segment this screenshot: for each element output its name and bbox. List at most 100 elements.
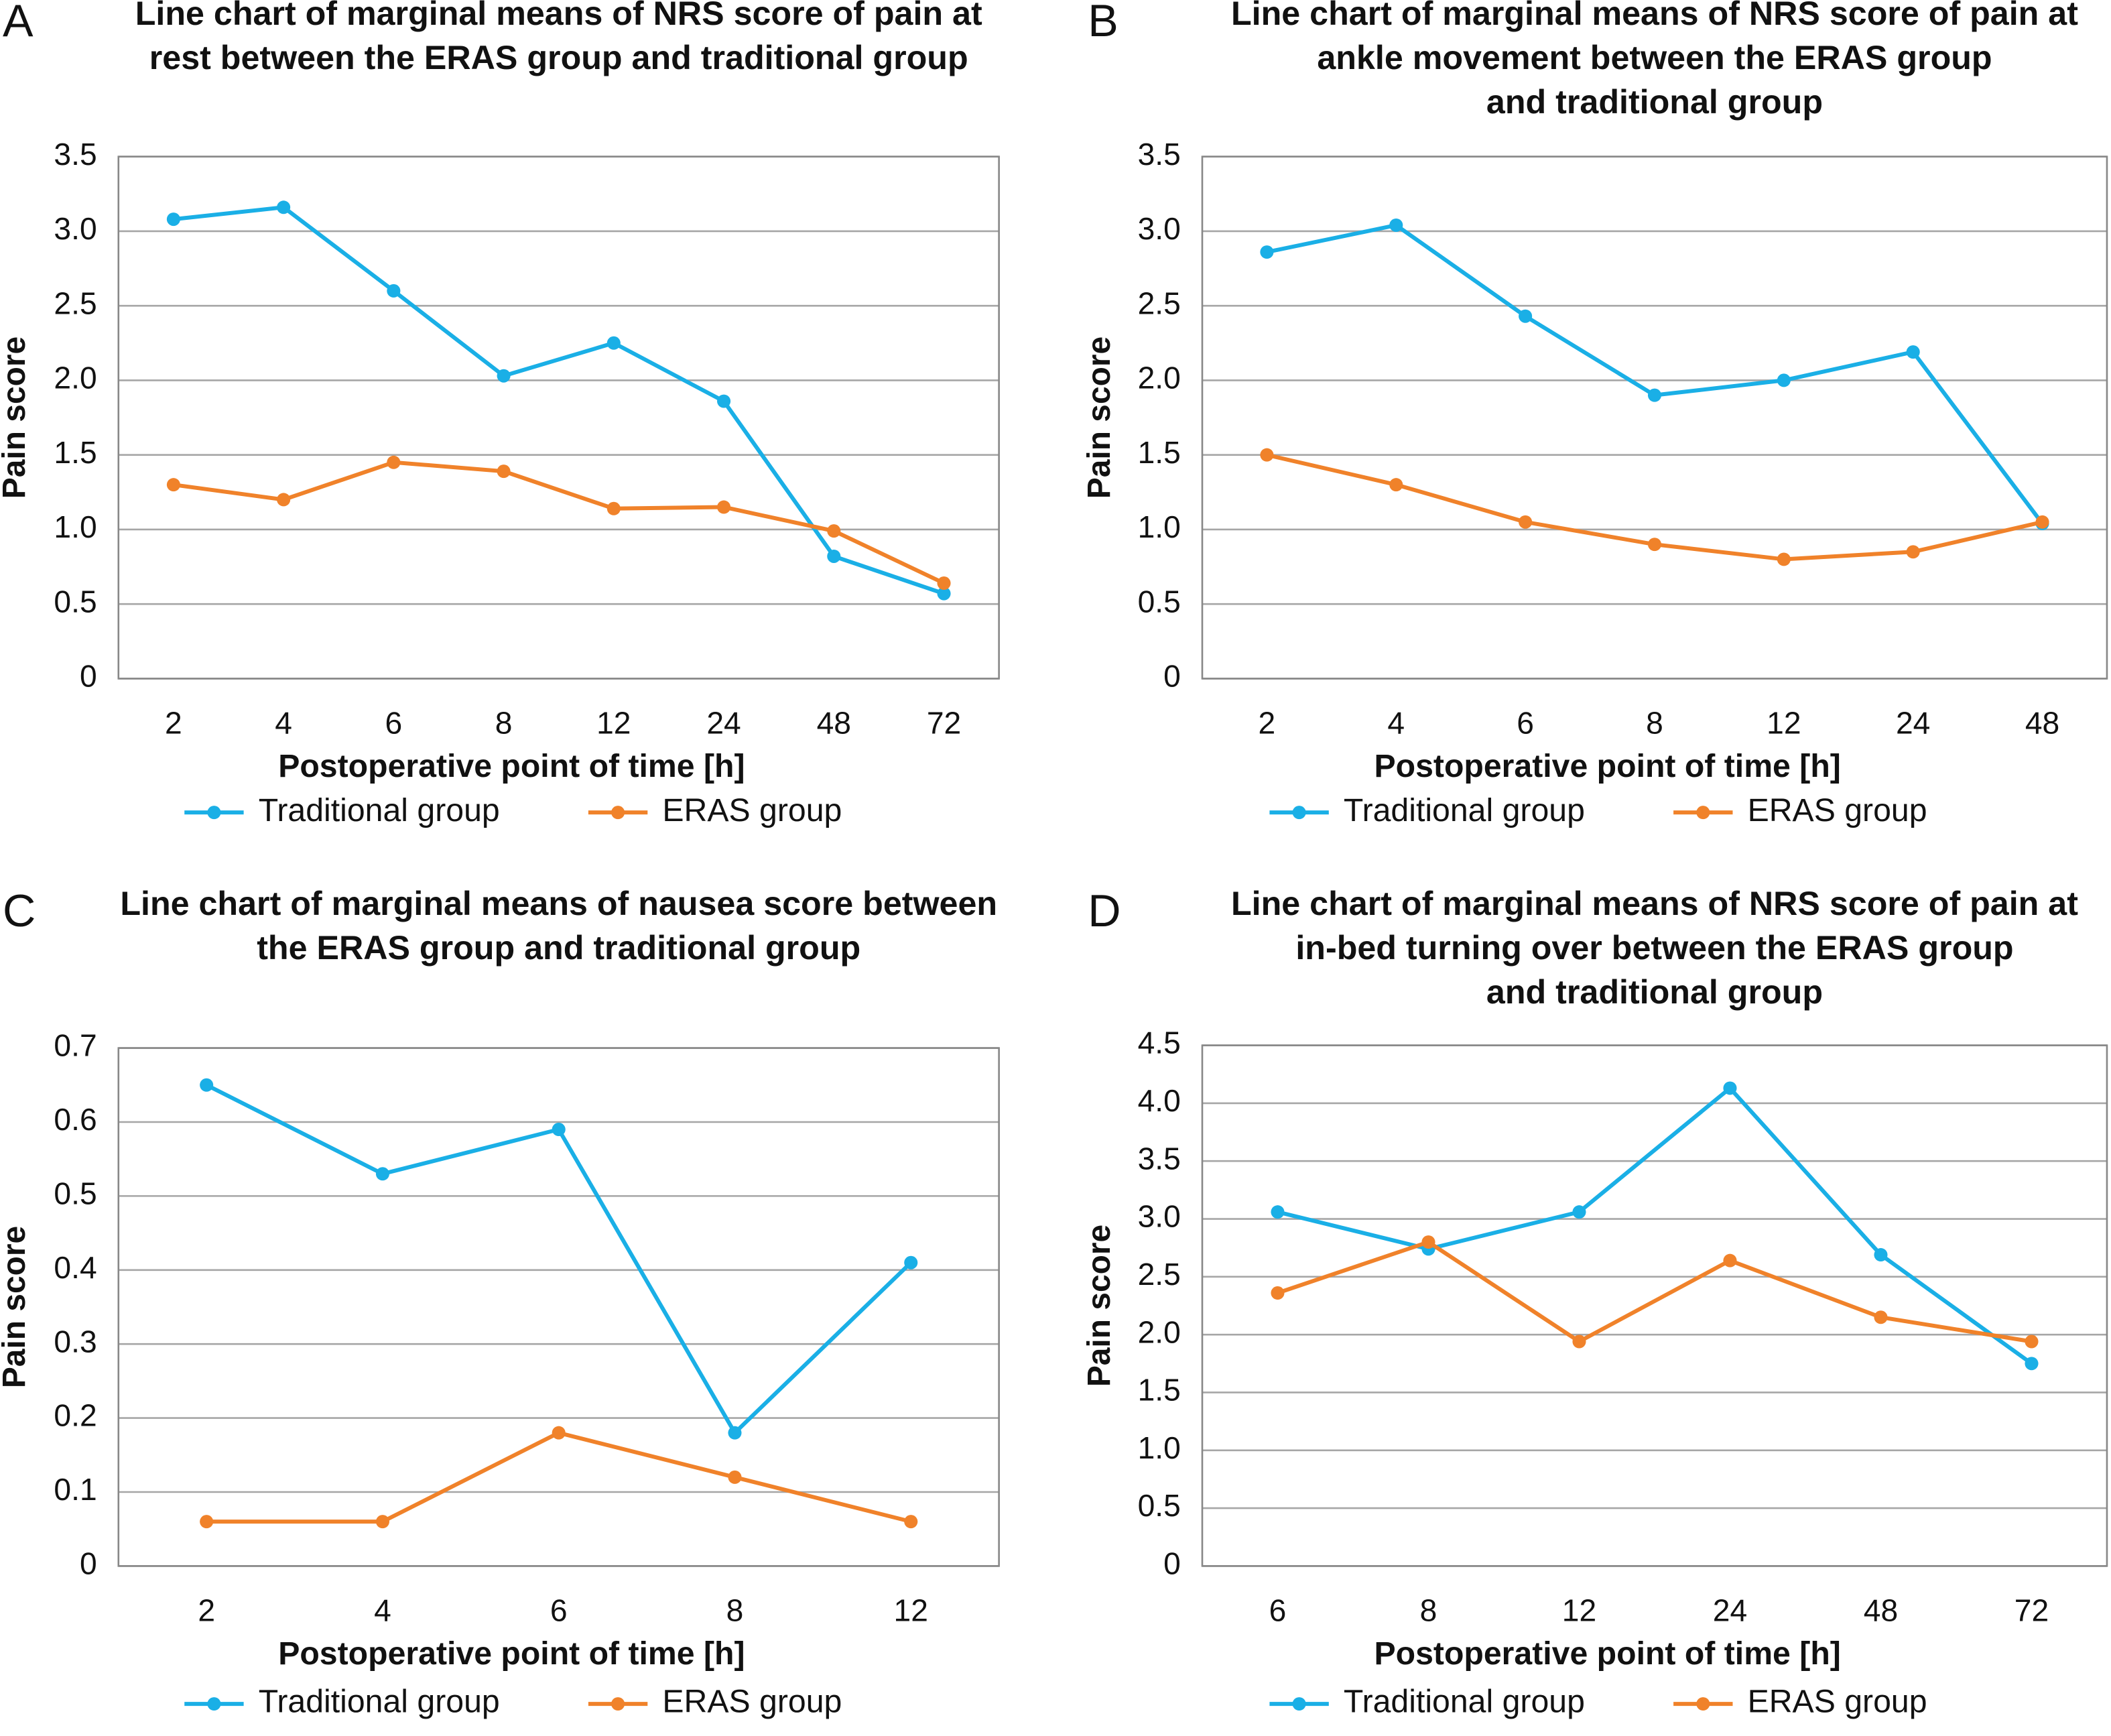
x-tick-label: 12 (596, 706, 631, 741)
panel-label: A (3, 0, 34, 46)
data-point (2035, 515, 2049, 529)
chart-title: Line chart of marginal means of NRS scor… (1231, 885, 2078, 922)
chart-title: rest between the ERAS group and traditio… (149, 39, 968, 76)
data-point (200, 1078, 214, 1092)
series-line (1277, 1085, 2033, 1365)
y-tick-label: 2.0 (1138, 361, 1181, 395)
y-tick-label: 2.0 (54, 361, 97, 395)
y-tick-label: 4.0 (1138, 1083, 1181, 1118)
x-axis-label: Postoperative point of time [h] (1374, 748, 1840, 784)
series-line (1266, 223, 2044, 525)
data-point (904, 1515, 918, 1529)
y-tick-label: 3.5 (1138, 137, 1181, 172)
y-tick-label: 0.5 (54, 584, 97, 619)
series-line (173, 460, 945, 585)
data-point (1647, 388, 1662, 402)
data-point (1389, 219, 1403, 232)
series-line (206, 1430, 911, 1524)
chart-title: the ERAS group and traditional group (257, 929, 860, 967)
x-tick-label: 48 (2025, 706, 2059, 741)
y-axis-label: Pain score (1081, 336, 1117, 499)
data-point (827, 549, 841, 563)
x-axis-label: Postoperative point of time [h] (278, 1635, 745, 1672)
x-tick-label: 72 (2014, 1593, 2049, 1628)
chart-title: and traditional group (1486, 83, 1823, 121)
chart-title: in-bed turning over between the ERAS gro… (1295, 929, 2013, 967)
y-tick-label: 0 (1163, 1546, 1181, 1581)
x-tick-label: 8 (495, 706, 513, 741)
x-tick-label: 2 (165, 706, 182, 741)
y-tick-label: 2.0 (1138, 1314, 1181, 1349)
data-point (497, 464, 511, 479)
y-tick-label: 0.3 (54, 1324, 97, 1359)
y-tick-label: 2.5 (54, 286, 97, 320)
data-point (2025, 1335, 2039, 1349)
data-point (904, 1255, 918, 1269)
chart-title: Line chart of marginal means of NRS scor… (1231, 0, 2078, 32)
y-axis-label: Pain score (0, 1226, 32, 1388)
legend-label: ERAS group (662, 792, 842, 828)
data-point (1260, 448, 1274, 462)
legend-label: ERAS group (1748, 1684, 1927, 1720)
legend-marker (207, 806, 221, 820)
series-line (173, 205, 945, 596)
y-tick-label: 2.5 (1138, 286, 1181, 320)
data-point (1389, 478, 1403, 492)
legend-marker (1696, 806, 1710, 820)
chart-title: ankle movement between the ERAS group (1317, 39, 1992, 76)
y-tick-label: 0.1 (54, 1472, 97, 1507)
series-line (205, 1083, 913, 1436)
x-tick-label: 2 (1259, 706, 1276, 741)
data-point (1906, 545, 1920, 559)
panel-label: B (1088, 0, 1118, 46)
y-tick-label: 1.0 (1138, 1430, 1181, 1465)
y-tick-label: 0.5 (1138, 584, 1181, 619)
plot-border (117, 156, 1000, 680)
data-point (1647, 538, 1662, 552)
y-tick-label: 0 (80, 659, 97, 694)
y-tick-label: 1.5 (54, 435, 97, 470)
plot-border (1201, 156, 2108, 680)
y-tick-label: 3.0 (1138, 1199, 1181, 1234)
data-point (1874, 1248, 1888, 1262)
legend-marker (207, 1697, 221, 1711)
data-point (497, 369, 511, 383)
y-tick-label: 1.0 (1138, 509, 1181, 544)
data-point (827, 524, 841, 538)
data-point (937, 576, 951, 591)
legend-marker (1292, 1697, 1306, 1711)
x-tick-label: 4 (374, 1593, 391, 1628)
legend-label: Traditional group (1344, 1684, 1585, 1720)
data-point (1874, 1310, 1888, 1324)
data-point (1777, 552, 1791, 566)
x-tick-label: 8 (726, 1593, 744, 1628)
x-tick-label: 4 (275, 706, 292, 741)
plot-border (117, 1047, 1000, 1567)
y-tick-label: 0.2 (54, 1398, 97, 1433)
data-point (1271, 1286, 1285, 1300)
y-tick-label: 3.0 (1138, 211, 1181, 246)
x-tick-label: 8 (1420, 1593, 1437, 1628)
panel-label: D (1088, 885, 1121, 936)
y-tick-label: 1.5 (1138, 1373, 1181, 1408)
legend-label: ERAS group (1748, 792, 1927, 828)
y-tick-label: 0 (1163, 659, 1181, 694)
y-axis-label: Pain score (0, 336, 32, 499)
legend-label: Traditional group (1344, 792, 1585, 828)
y-axis-label: Pain score (1081, 1225, 1117, 1387)
data-point (728, 1426, 742, 1440)
y-tick-label: 3.5 (54, 137, 97, 172)
y-tick-label: 0.7 (54, 1028, 97, 1063)
x-tick-label: 24 (1896, 706, 1930, 741)
y-tick-label: 0.5 (54, 1176, 97, 1211)
legend-marker (611, 1697, 625, 1711)
data-point (387, 455, 401, 469)
y-tick-label: 1.5 (1138, 435, 1181, 470)
data-point (1723, 1253, 1737, 1267)
x-tick-label: 48 (1864, 1593, 1898, 1628)
data-point (717, 394, 731, 408)
data-point (552, 1426, 566, 1440)
data-point (2025, 1357, 2039, 1371)
